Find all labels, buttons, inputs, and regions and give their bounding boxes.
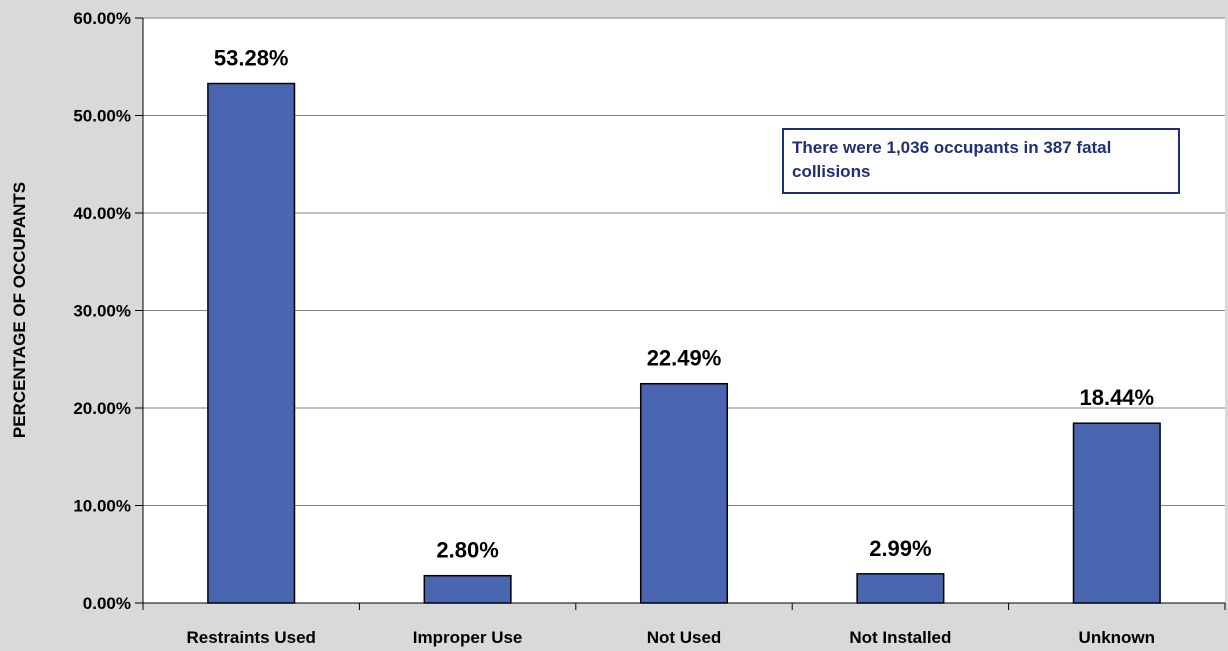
y-tick-label: 10.00% (73, 497, 131, 516)
x-tick-label: Restraints Used (186, 628, 315, 647)
annotation-box: There were 1,036 occupants in 387 fatal … (782, 128, 1180, 194)
y-tick-label: 50.00% (73, 107, 131, 126)
bar-improper-use (423, 574, 512, 604)
y-tick-label: 20.00% (73, 399, 131, 418)
bar-restraints-used (207, 82, 296, 604)
x-tick-label: Not Installed (849, 628, 951, 647)
y-axis-title: PERCENTAGE OF OCCUPANTS (10, 182, 29, 438)
y-tick-label: 30.00% (73, 302, 131, 321)
y-tick-label: 0.00% (83, 594, 131, 613)
data-label: 2.80% (436, 538, 498, 563)
x-tick-label: Unknown (1079, 628, 1156, 647)
y-tick-label: 40.00% (73, 204, 131, 223)
data-label: 22.49% (647, 346, 722, 371)
data-label: 53.28% (214, 46, 289, 71)
bar-not-installed (856, 573, 945, 604)
bar-not-used (639, 382, 729, 604)
data-label: 2.99% (869, 536, 931, 561)
x-tick-label: Not Used (647, 628, 722, 647)
x-tick-label: Improper Use (413, 628, 523, 647)
annotation-text: There were 1,036 occupants in 387 fatal … (792, 138, 1112, 181)
y-tick-label: 60.00% (73, 9, 131, 28)
data-label: 18.44% (1079, 385, 1154, 410)
bar-unknown (1072, 422, 1161, 604)
